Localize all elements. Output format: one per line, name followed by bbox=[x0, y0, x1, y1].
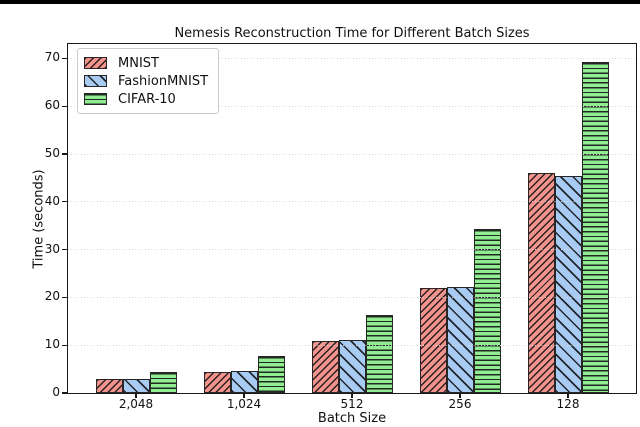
y-tick-label: 20 bbox=[44, 289, 60, 304]
x-tick bbox=[351, 394, 353, 398]
y-tick bbox=[62, 153, 68, 155]
bar-fashionmnist bbox=[230, 370, 258, 393]
y-tick-label: 30 bbox=[44, 241, 60, 256]
x-tick-label: 128 bbox=[556, 397, 580, 411]
y-tick-label: 50 bbox=[44, 146, 60, 160]
legend-label: FashionMNIST bbox=[118, 73, 209, 89]
top-rule bbox=[0, 0, 640, 4]
legend-label: CIFAR-10 bbox=[118, 91, 176, 107]
x-tick-label: 1,024 bbox=[226, 397, 262, 411]
x-axis-label: Batch Size bbox=[317, 411, 387, 426]
legend-item: MNIST bbox=[84, 54, 208, 72]
x-tick bbox=[567, 394, 569, 398]
bar-cifar-10 bbox=[473, 229, 501, 393]
x-tick-label: 512 bbox=[340, 397, 364, 411]
bar-mnist bbox=[527, 173, 555, 393]
bar-cifar-10 bbox=[365, 314, 393, 393]
x-tick bbox=[243, 394, 245, 398]
y-tick bbox=[62, 249, 68, 251]
bar-cifar-10 bbox=[581, 61, 609, 393]
bar-fashionmnist bbox=[122, 379, 150, 393]
y-tick bbox=[62, 57, 68, 59]
legend-label: MNIST bbox=[118, 55, 159, 71]
bar-fashionmnist bbox=[446, 286, 474, 393]
y-tick-label: 10 bbox=[44, 337, 60, 352]
bar-fashionmnist bbox=[338, 340, 366, 393]
y-tick-label: 70 bbox=[44, 50, 60, 65]
legend: MNIST FashionMNIST CIFAR-10 bbox=[77, 48, 220, 114]
legend-item: FashionMNIST bbox=[84, 72, 208, 90]
legend-item: CIFAR-10 bbox=[84, 90, 208, 108]
y-tick bbox=[62, 344, 68, 346]
x-tick-label: 256 bbox=[448, 397, 472, 411]
y-tick bbox=[62, 201, 68, 203]
bar-cifar-10 bbox=[257, 355, 285, 393]
bar-mnist bbox=[203, 371, 231, 393]
x-tick-label: 2,048 bbox=[118, 397, 154, 411]
legend-swatch-mnist-icon bbox=[84, 57, 107, 69]
bar-mnist bbox=[95, 378, 123, 393]
legend-swatch-cifar10-icon bbox=[84, 93, 107, 105]
chart-title: Nemesis Reconstruction Time for Differen… bbox=[174, 26, 530, 41]
y-tick bbox=[62, 392, 68, 394]
bar-fashionmnist bbox=[554, 176, 582, 393]
y-tick bbox=[62, 105, 68, 107]
y-tick bbox=[62, 296, 68, 298]
gridline bbox=[68, 153, 636, 155]
x-tick bbox=[135, 394, 137, 398]
legend-swatch-fashionmnist-icon bbox=[84, 75, 107, 87]
y-tick-label: 0 bbox=[52, 385, 60, 399]
bar-cifar-10 bbox=[149, 371, 177, 393]
bar-mnist bbox=[419, 287, 447, 393]
x-tick bbox=[459, 394, 461, 398]
bar-mnist bbox=[311, 341, 339, 393]
y-tick-label: 60 bbox=[44, 98, 60, 113]
y-tick-label: 40 bbox=[44, 193, 60, 208]
